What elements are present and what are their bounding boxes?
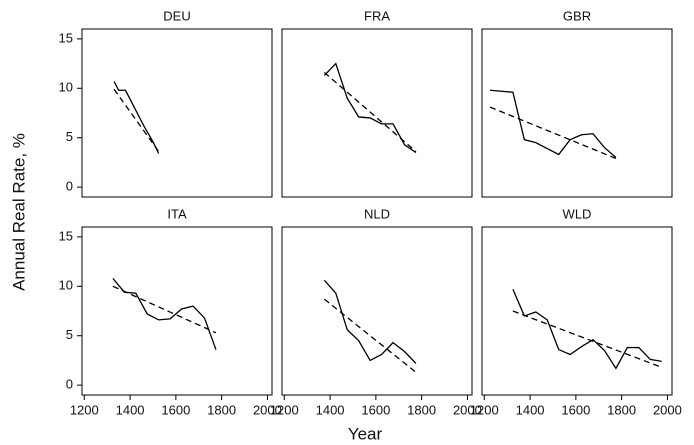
x-tick-label: 1600 <box>361 402 390 417</box>
x-tick-label: 1800 <box>407 402 436 417</box>
data-line <box>512 289 662 370</box>
panel-frame <box>281 28 473 198</box>
y-tick-label: 10 <box>59 278 73 293</box>
panel-title: NLD <box>364 206 390 221</box>
panel-frame <box>281 226 473 396</box>
x-tick-label: 1600 <box>561 402 590 417</box>
trend-line <box>489 106 617 160</box>
x-axis-title: Year <box>348 424 383 443</box>
y-tick-label: 0 <box>66 179 73 194</box>
x-tick-label: 1400 <box>516 402 545 417</box>
panel-title: GBR <box>563 8 591 23</box>
x-tick-label: 1600 <box>161 402 190 417</box>
panel-frame <box>81 28 273 198</box>
y-tick-label: 5 <box>66 129 73 144</box>
x-tick-label: 1800 <box>607 402 636 417</box>
trend-line <box>512 310 662 368</box>
x-tick-label: 1400 <box>316 402 345 417</box>
y-tick-label: 0 <box>66 377 73 392</box>
x-tick-label: 1400 <box>116 402 145 417</box>
panel-title: WLD <box>563 206 592 221</box>
y-tick-label: 10 <box>59 80 73 95</box>
x-tick-label: 2000 <box>253 402 282 417</box>
y-tick-label: 5 <box>66 327 73 342</box>
x-tick-label: 1200 <box>470 402 499 417</box>
y-tick-label: 15 <box>59 30 73 45</box>
panel-frame <box>481 28 673 198</box>
x-tick-label: 2000 <box>653 402 682 417</box>
y-axis-title: Annual Real Rate, % <box>9 133 28 291</box>
data-line <box>323 279 417 364</box>
x-tick-label: 1800 <box>207 402 236 417</box>
panel-title: ITA <box>167 206 187 221</box>
panel-title: FRA <box>364 8 390 23</box>
trend-line <box>323 71 417 153</box>
x-tick-label: 2000 <box>453 402 482 417</box>
x-tick-label: 1200 <box>70 402 99 417</box>
panel-frame <box>81 226 273 396</box>
data-line <box>489 89 617 158</box>
y-tick-label: 15 <box>59 228 73 243</box>
data-line <box>113 81 160 154</box>
panel-frame <box>481 226 673 396</box>
trend-line <box>112 285 217 334</box>
trend-line <box>113 88 160 152</box>
x-tick-label: 1200 <box>270 402 299 417</box>
data-line <box>112 277 217 350</box>
panel-title: DEU <box>163 8 190 23</box>
